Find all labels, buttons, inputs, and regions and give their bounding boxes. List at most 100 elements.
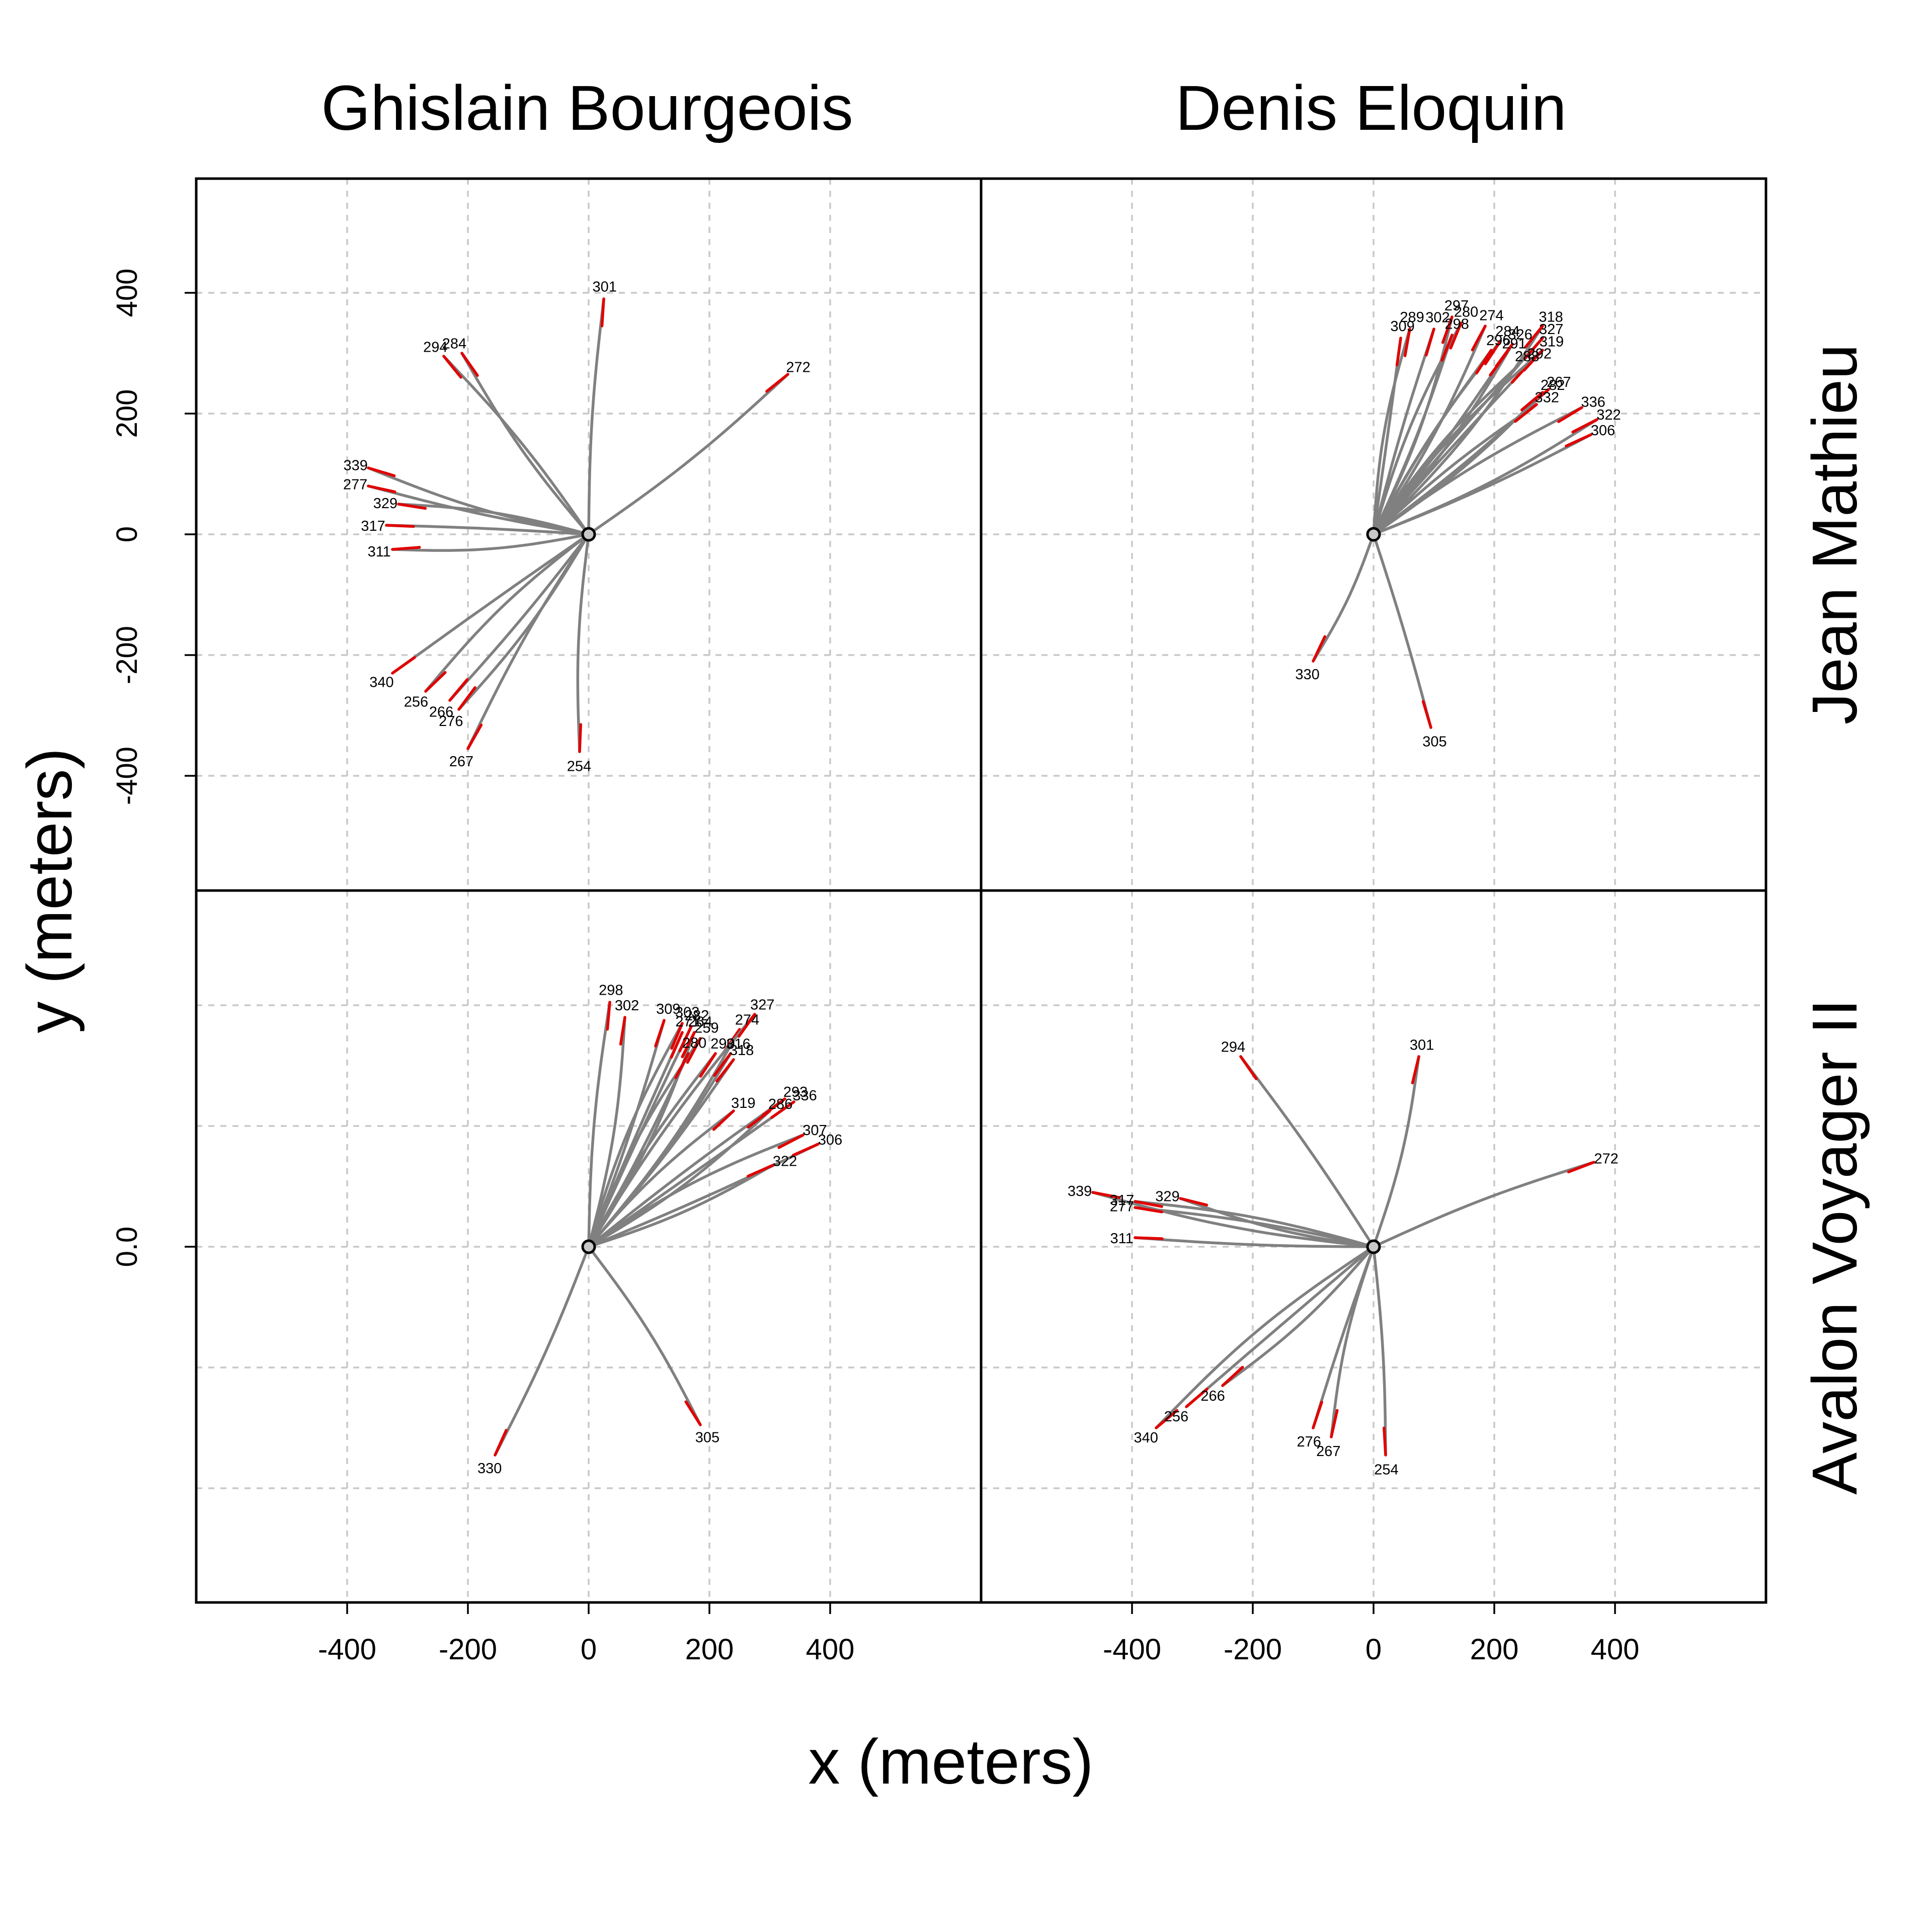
track-tail-329	[397, 503, 427, 510]
track-tail-290	[699, 1052, 717, 1078]
track-label-272: 272	[1594, 1151, 1618, 1167]
track-tail-294	[1239, 1055, 1258, 1081]
track-line-317	[385, 524, 590, 536]
track-line-306	[587, 1143, 820, 1248]
track-label-289: 289	[1400, 309, 1424, 326]
track-label-280: 280	[682, 1035, 706, 1052]
track-line-254	[1372, 1245, 1387, 1457]
track-label-332: 332	[1535, 390, 1559, 406]
track-tail-298	[606, 1001, 611, 1031]
track-line-311	[391, 533, 590, 552]
track-label-318: 318	[730, 1042, 754, 1059]
track-tail-340	[391, 656, 416, 675]
track-label-322: 322	[773, 1153, 797, 1169]
track-line-302	[1372, 328, 1435, 536]
origin-marker	[1366, 1239, 1381, 1254]
x-tick-label: 200	[685, 1633, 734, 1666]
track-tail-282	[678, 1025, 693, 1053]
track-tail-317	[1134, 1200, 1163, 1208]
y-tick-label: 200	[111, 389, 143, 438]
track-tail-296	[1475, 349, 1493, 375]
track-label-311: 311	[368, 544, 391, 560]
track-tail-284	[460, 352, 479, 377]
x-tick-label: -400	[1103, 1633, 1161, 1666]
track-label-306: 306	[818, 1132, 842, 1148]
track-label-298: 298	[1445, 316, 1469, 332]
track-tail-305	[1421, 700, 1432, 729]
track-label-274: 274	[1479, 308, 1503, 324]
track-line-290	[587, 1052, 717, 1248]
track-label-306: 306	[1591, 423, 1615, 439]
track-label-292: 292	[1527, 346, 1552, 362]
track-label-277: 277	[343, 476, 367, 493]
track-tail-330	[494, 1428, 508, 1457]
track-tail-339	[367, 466, 396, 477]
track-tail-307	[777, 1134, 804, 1149]
track-line-292	[1372, 361, 1532, 536]
track-line-272	[587, 373, 789, 536]
track-line-340	[1155, 1245, 1375, 1429]
track-tail-286	[747, 1109, 771, 1129]
x-tick-label: -400	[318, 1633, 376, 1666]
track-line-256	[1185, 1245, 1375, 1408]
track-label-296: 296	[1486, 333, 1510, 349]
track-line-339	[1091, 1191, 1375, 1248]
track-label-267: 267	[1547, 374, 1571, 390]
track-tail-302	[1425, 328, 1435, 357]
track-label-301: 301	[1410, 1037, 1434, 1053]
track-label-307: 307	[802, 1122, 827, 1139]
track-line-296	[1372, 349, 1493, 536]
track-label-294: 294	[423, 340, 447, 356]
column-title-1: Ghislain Bourgeois	[321, 72, 853, 143]
y-tick-label: 0	[111, 526, 143, 542]
track-label-302: 302	[1425, 310, 1450, 326]
track-tail-327	[1523, 337, 1544, 360]
track-line-330	[1312, 533, 1375, 663]
track-tail-332	[1514, 403, 1538, 423]
track-tail-254	[578, 723, 582, 753]
origin-layer	[581, 527, 1381, 1254]
track-label-284: 284	[442, 336, 466, 352]
track-line-274	[1372, 325, 1487, 536]
track-label-302: 302	[615, 998, 639, 1014]
track-label-266: 266	[1200, 1388, 1225, 1404]
track-tail-266	[448, 678, 469, 702]
y-tick-label: 0.0	[111, 1227, 143, 1267]
x-axis-label: x (meters)	[809, 1726, 1094, 1797]
track-label-274: 274	[735, 1012, 759, 1028]
track-label-256: 256	[1164, 1409, 1188, 1425]
track-tail-298	[1440, 334, 1454, 362]
track-tail-306	[791, 1143, 820, 1157]
track-tail-259	[686, 1037, 702, 1064]
track-tail-254	[1383, 1426, 1387, 1457]
track-tail-309	[1395, 337, 1402, 367]
track-tail-277	[1134, 1206, 1164, 1214]
track-tail-277	[367, 485, 396, 494]
track-tail-264	[681, 1031, 696, 1059]
track-label-259: 259	[694, 1020, 718, 1036]
track-label-290: 290	[710, 1036, 735, 1052]
track-tail-301	[1411, 1055, 1420, 1085]
track-line-336	[1372, 406, 1583, 536]
track-tail-297	[1441, 315, 1454, 344]
track-label-272: 272	[786, 360, 810, 376]
track-line-267	[466, 533, 590, 750]
origin-marker	[581, 527, 596, 542]
track-tail-316	[713, 1052, 732, 1077]
x-tick-label: 0	[1365, 1633, 1382, 1666]
track-line-303	[587, 1022, 684, 1248]
track-label-309: 309	[656, 1001, 680, 1017]
y-tick-label: -400	[111, 747, 143, 805]
track-tail-280	[1449, 321, 1463, 350]
track-tail-271	[670, 1031, 684, 1059]
track-label-319: 319	[731, 1095, 755, 1111]
track-label-277: 277	[1110, 1199, 1134, 1215]
track-label-286: 286	[768, 1096, 792, 1112]
track-tail-302	[619, 1016, 626, 1046]
track-tail-336	[770, 1100, 795, 1119]
track-label-311: 311	[1110, 1231, 1133, 1247]
track-tail-276	[457, 686, 476, 711]
track-tail-322	[1571, 418, 1598, 434]
track-tail-309	[654, 1019, 666, 1048]
